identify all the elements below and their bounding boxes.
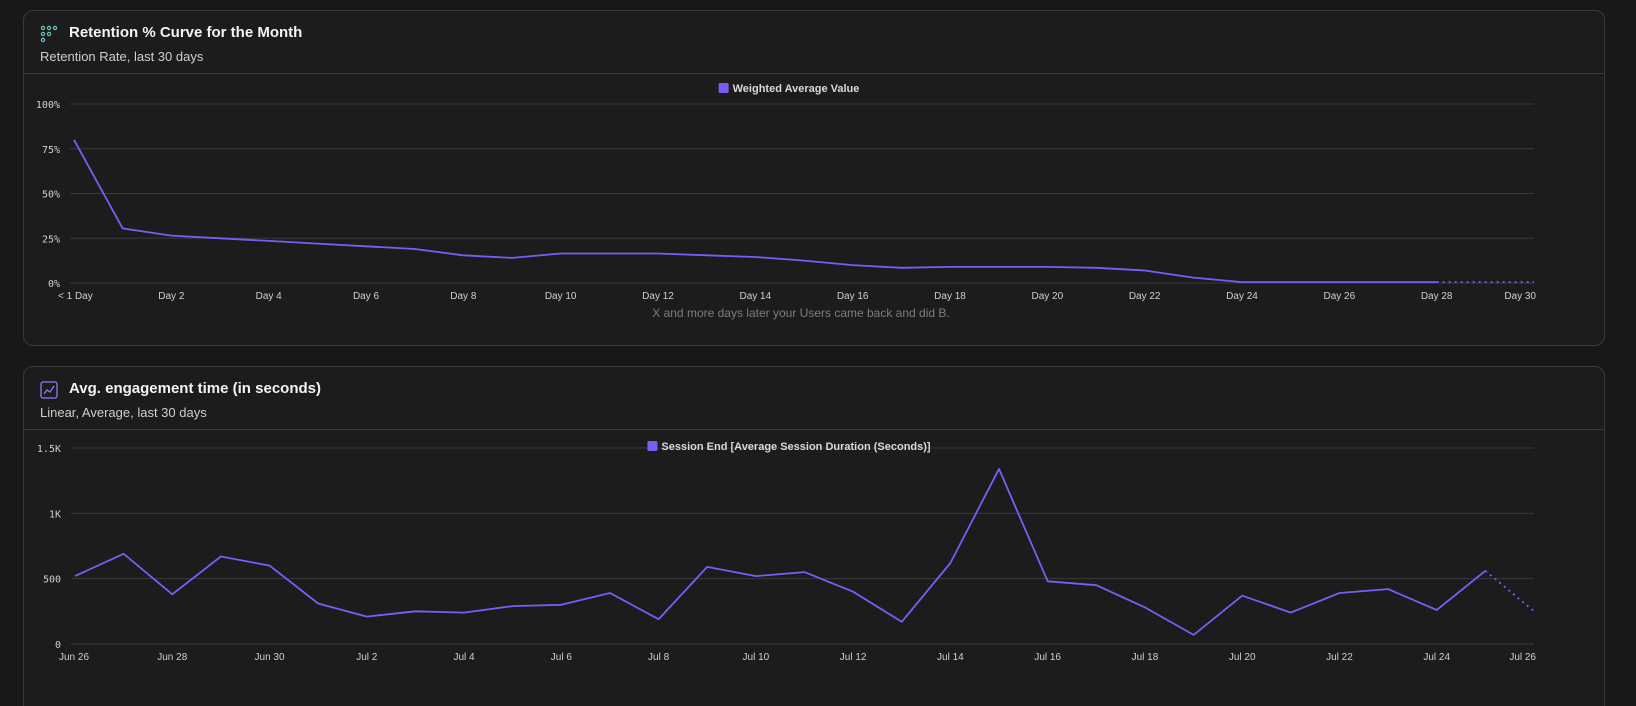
retention-icon — [40, 25, 58, 43]
x-tick-label: Day 8 — [450, 291, 477, 302]
retention-card: Retention % Curve for the Month Retentio… — [23, 10, 1605, 346]
x-tick-label: Day 12 — [642, 291, 674, 302]
x-tick-label: Jul 8 — [648, 652, 670, 663]
x-tick-label: Jul 26 — [1509, 652, 1536, 663]
x-tick-label: Jul 16 — [1034, 652, 1061, 663]
y-tick-label: 0 — [55, 640, 61, 651]
retention-card-subtitle: Retention Rate, last 30 days — [40, 49, 203, 64]
series-line — [74, 140, 1437, 282]
y-tick-label: 0% — [48, 279, 60, 290]
series-line — [75, 469, 1485, 635]
legend-label: Weighted Average Value — [733, 83, 860, 95]
retention-chart: 0% 25% 50% 75% 100% < 1 Day Day 2 Day 4 Day 6 Day… — [24, 74, 1605, 346]
y-tick-label: 1.5K — [37, 444, 61, 455]
legend-swatch — [719, 83, 729, 93]
x-tick-label: Jun 26 — [59, 652, 89, 663]
x-axis-note: X and more days later your Users came ba… — [652, 306, 949, 320]
engagement-card-subtitle: Linear, Average, last 30 days — [40, 405, 207, 420]
legend[interactable]: Session End [Average Session Duration (S… — [647, 441, 930, 453]
y-tick-label: 75% — [42, 145, 60, 156]
y-tick-label: 25% — [42, 234, 60, 245]
engagement-card: Avg. engagement time (in seconds) Linear… — [23, 366, 1605, 706]
x-tick-label: Day 6 — [353, 291, 380, 302]
x-tick-label: Jul 22 — [1326, 652, 1353, 663]
legend-swatch — [647, 441, 657, 451]
x-tick-label: Day 10 — [545, 291, 577, 302]
x-tick-label: Day 4 — [256, 291, 283, 302]
y-tick-label: 1K — [49, 509, 61, 520]
x-tick-label: Day 18 — [934, 291, 966, 302]
x-tick-label: Jul 10 — [743, 652, 770, 663]
x-tick-label: Day 20 — [1031, 291, 1063, 302]
x-tick-label: Jul 12 — [840, 652, 867, 663]
engagement-chart: 0 500 1K 1.5K Jun 26 Jun 28 Jun 30 Jul 2 Jul 4 Ju… — [24, 430, 1605, 706]
series-line-incomplete — [1485, 571, 1534, 612]
x-tick-label: Day 30 — [1504, 291, 1536, 302]
legend[interactable]: Weighted Average Value — [719, 83, 860, 95]
engagement-card-header: Avg. engagement time (in seconds) Linear… — [24, 367, 1604, 430]
x-tick-label: Day 14 — [739, 291, 771, 302]
x-tick-label: Jul 2 — [356, 652, 378, 663]
retention-card-title: Retention % Curve for the Month — [69, 24, 302, 41]
x-tick-label: Day 26 — [1323, 291, 1355, 302]
x-tick-label: Jun 30 — [255, 652, 285, 663]
y-tick-label: 100% — [36, 100, 60, 111]
x-tick-label: Day 22 — [1129, 291, 1161, 302]
x-tick-label: Jul 20 — [1229, 652, 1256, 663]
y-tick-label: 50% — [42, 190, 60, 201]
x-tick-label: Jul 24 — [1423, 652, 1450, 663]
legend-label: Session End [Average Session Duration (S… — [661, 441, 930, 453]
x-tick-label: Jul 18 — [1132, 652, 1159, 663]
x-tick-label: Jul 6 — [551, 652, 573, 663]
x-tick-label: Day 16 — [837, 291, 869, 302]
x-tick-label: Day 28 — [1421, 291, 1453, 302]
x-tick-label: Jul 4 — [454, 652, 476, 663]
x-tick-label: Day 2 — [158, 291, 185, 302]
y-tick-label: 500 — [43, 575, 61, 586]
x-tick-label: < 1 Day — [58, 291, 93, 302]
retention-card-header: Retention % Curve for the Month Retentio… — [24, 11, 1604, 74]
x-tick-label: Day 24 — [1226, 291, 1258, 302]
x-tick-label: Jul 14 — [937, 652, 964, 663]
line-chart-icon — [40, 381, 58, 399]
engagement-card-title: Avg. engagement time (in seconds) — [69, 380, 321, 397]
x-tick-label: Jun 28 — [157, 652, 187, 663]
